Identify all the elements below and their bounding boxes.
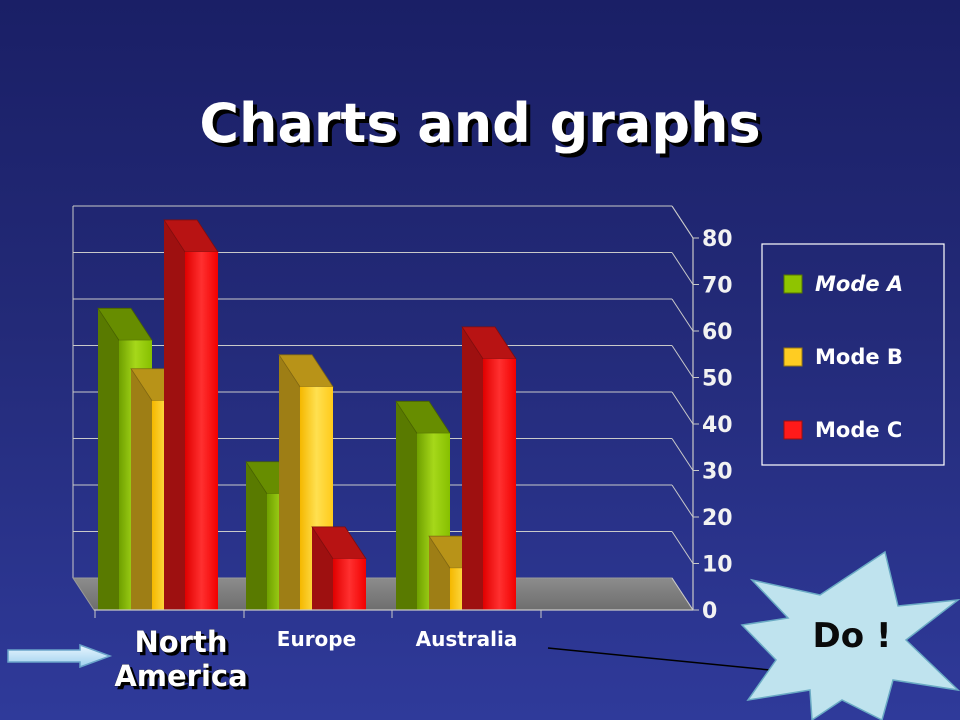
- legend-label: Mode C: [815, 418, 902, 442]
- category-label-word: America: [114, 659, 247, 693]
- bars: [97, 219, 517, 610]
- axis-connector: [671, 252, 694, 285]
- bar-front: [185, 251, 218, 610]
- axis-connector: [671, 298, 694, 332]
- bar-side: [164, 219, 185, 610]
- axis-connector: [671, 205, 694, 239]
- bar-side: [396, 401, 417, 610]
- tick-label: 20: [702, 506, 733, 531]
- axis-connector: [671, 484, 694, 518]
- callout-text: Do !: [813, 616, 892, 656]
- tick-label: 60: [702, 320, 733, 345]
- bar-side: [131, 368, 152, 610]
- bar-front: [483, 358, 516, 610]
- legend-swatch: [783, 420, 803, 440]
- legend-item: Mode C: [783, 418, 902, 442]
- pointer-arrow-icon: [7, 643, 113, 669]
- tick-label: 80: [702, 227, 733, 252]
- bar: [461, 326, 517, 610]
- legend-swatch: [783, 347, 803, 367]
- bar-side: [462, 326, 483, 610]
- tick-label: 50: [702, 367, 733, 392]
- tick-label: 10: [702, 553, 733, 578]
- bar-side: [98, 308, 119, 610]
- tick-label: 30: [702, 460, 733, 485]
- legend-box: [761, 243, 945, 466]
- callout-starburst: Do !: [547, 550, 960, 720]
- bar-side: [279, 354, 300, 610]
- axis-connector: [671, 391, 694, 425]
- legend: Mode A Mode B Mode C: [761, 243, 945, 466]
- bar-side: [429, 536, 450, 610]
- tick-label: 40: [702, 413, 733, 438]
- bar-front: [333, 558, 366, 610]
- legend-item: Mode A: [783, 272, 903, 296]
- tick-label: 0: [702, 599, 717, 624]
- category-label: Australia: [416, 627, 518, 651]
- bar: [311, 526, 367, 610]
- tick-label: 70: [702, 274, 733, 299]
- callout-pointer-line: [547, 647, 771, 671]
- slide-title: Charts and graphs: [199, 92, 761, 155]
- legend-swatch: [783, 274, 803, 294]
- axis-connector: [671, 531, 694, 564]
- bar: [163, 219, 219, 610]
- category-label: Europe: [277, 627, 356, 651]
- bar-side: [246, 461, 267, 610]
- legend-label: Mode B: [815, 345, 903, 369]
- legend-label: Mode A: [815, 272, 903, 296]
- bar-side: [312, 526, 333, 610]
- category-label-word: North: [134, 625, 227, 659]
- starburst-icon: [740, 550, 960, 720]
- axis-connector: [671, 438, 694, 471]
- axis-connector: [671, 345, 694, 378]
- value-axis: 0 10 20 30 40 50 60 70 80: [94, 205, 733, 624]
- legend-item: Mode B: [783, 345, 903, 369]
- axis-connector: [671, 577, 694, 611]
